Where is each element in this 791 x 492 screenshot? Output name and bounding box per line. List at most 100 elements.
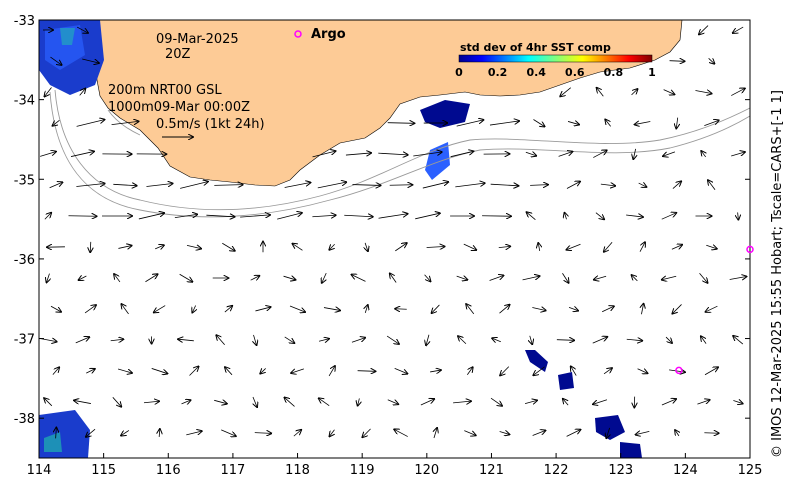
current-vector bbox=[600, 184, 615, 186]
current-vector bbox=[456, 276, 468, 280]
current-vector bbox=[79, 276, 87, 280]
current-vector bbox=[706, 305, 718, 312]
current-vector bbox=[430, 370, 441, 372]
current-vector bbox=[79, 89, 86, 96]
y-tick-label: -37 bbox=[14, 333, 35, 348]
current-vector bbox=[352, 275, 366, 282]
current-vector bbox=[729, 277, 747, 280]
current-vector bbox=[253, 396, 257, 407]
x-tick-label: 124 bbox=[673, 463, 698, 478]
current-vector bbox=[283, 276, 296, 280]
y-tick-label: -34 bbox=[14, 94, 35, 109]
y-axis: -33 -34 -35 -36 -37 -38 bbox=[14, 14, 750, 427]
current-vector bbox=[672, 304, 682, 313]
x-axis: 114 115 116 117 118 119 120 121 122 123 124 125 bbox=[27, 453, 762, 478]
current-vector bbox=[84, 305, 96, 314]
current-vector bbox=[498, 246, 510, 247]
current-vector bbox=[538, 243, 539, 251]
current-vector bbox=[75, 337, 89, 344]
current-vector bbox=[289, 305, 305, 312]
current-vector bbox=[260, 368, 265, 373]
current-vector bbox=[224, 306, 232, 313]
current-vector bbox=[467, 367, 472, 375]
x-tick-label: 122 bbox=[544, 463, 569, 478]
current-vector bbox=[568, 307, 578, 310]
y-tick-label: -33 bbox=[14, 14, 35, 29]
colorbar-title: std dev of 4hr SST comp bbox=[460, 41, 611, 54]
current-vector bbox=[662, 276, 677, 279]
current-vector bbox=[178, 339, 194, 341]
current-vector bbox=[90, 241, 91, 252]
current-vector bbox=[345, 153, 371, 155]
current-vector bbox=[415, 213, 440, 220]
current-vector bbox=[571, 366, 577, 376]
current-vector bbox=[284, 336, 295, 343]
current-vector bbox=[174, 214, 197, 217]
current-vector bbox=[254, 433, 271, 434]
current-vector bbox=[344, 215, 372, 217]
current-vector bbox=[121, 430, 130, 435]
current-vector bbox=[112, 397, 121, 406]
current-vector bbox=[47, 273, 50, 283]
current-vector bbox=[701, 151, 705, 158]
current-vector bbox=[699, 272, 708, 283]
current-vector bbox=[378, 214, 408, 219]
current-vector bbox=[319, 398, 330, 406]
contour-label-200m: 200m NRT00 GSL bbox=[108, 83, 222, 98]
current-vector bbox=[394, 429, 408, 437]
current-vector bbox=[206, 215, 234, 217]
current-vector bbox=[317, 182, 346, 189]
current-vector bbox=[704, 367, 718, 376]
current-vector bbox=[633, 148, 635, 159]
current-vector bbox=[695, 90, 711, 93]
x-tick-label: 123 bbox=[608, 463, 633, 478]
map-date: 09-Mar-2025 bbox=[156, 32, 239, 47]
current-vector bbox=[357, 371, 376, 372]
current-vector bbox=[181, 400, 191, 404]
colorbar-tick-label: 0.4 bbox=[526, 66, 546, 79]
current-vector bbox=[641, 304, 643, 315]
current-vector bbox=[706, 245, 716, 249]
current-vector bbox=[463, 243, 476, 250]
current-vector bbox=[214, 400, 227, 403]
current-vector bbox=[567, 121, 579, 124]
current-vector bbox=[530, 335, 532, 344]
colorbar-tick-label: 0.2 bbox=[488, 66, 508, 79]
current-vector bbox=[527, 212, 536, 221]
x-tick-label: 117 bbox=[220, 463, 245, 478]
current-vector bbox=[159, 429, 160, 437]
current-vector bbox=[490, 184, 519, 186]
current-vector bbox=[602, 306, 614, 313]
current-vector bbox=[365, 305, 367, 314]
colorbar-gradient bbox=[458, 54, 653, 63]
current-vector bbox=[604, 241, 613, 252]
current-vector bbox=[490, 397, 502, 406]
plot-frame bbox=[38, 19, 751, 459]
x-tick-label: 118 bbox=[285, 463, 310, 478]
current-vector bbox=[500, 366, 510, 376]
current-vector bbox=[638, 183, 647, 187]
current-vector bbox=[74, 400, 91, 403]
current-vector bbox=[456, 120, 484, 127]
current-vector bbox=[50, 305, 61, 312]
current-vector bbox=[593, 150, 606, 158]
current-vector bbox=[56, 428, 57, 439]
current-vector bbox=[330, 429, 335, 437]
current-vector bbox=[636, 431, 650, 434]
current-vectors bbox=[39, 25, 747, 439]
current-vector bbox=[499, 432, 510, 435]
colorbar-tick-label: 0.6 bbox=[565, 66, 585, 79]
current-vector bbox=[594, 276, 607, 279]
current-vector bbox=[394, 367, 408, 373]
current-vector bbox=[365, 242, 368, 251]
current-vector bbox=[708, 180, 716, 191]
current-vector bbox=[179, 273, 193, 281]
current-vector bbox=[312, 215, 335, 217]
current-vector bbox=[68, 216, 96, 217]
current-vector bbox=[413, 152, 441, 157]
current-vector bbox=[145, 274, 157, 283]
current-vector bbox=[533, 119, 544, 126]
current-vector bbox=[312, 151, 336, 158]
current-vector bbox=[466, 304, 475, 315]
current-vector bbox=[563, 399, 569, 406]
